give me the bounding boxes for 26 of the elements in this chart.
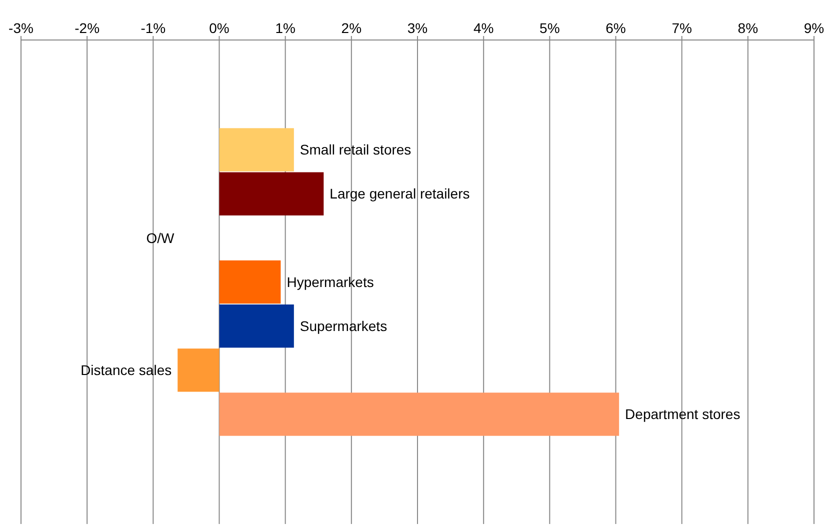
y-tick-label: Department stores [625, 406, 740, 422]
x-tick-label: 1% [275, 20, 296, 36]
x-tick-label: 8% [738, 20, 758, 36]
y-tick-label: Small retail stores [300, 142, 412, 158]
bar [219, 260, 281, 304]
bar [219, 304, 294, 348]
bar [178, 348, 220, 392]
x-tick-label: 9% [804, 20, 824, 36]
x-tick-label: 5% [540, 20, 560, 36]
bar [219, 392, 620, 436]
x-tick-label: 0% [209, 20, 230, 36]
x-tick-label: -1% [140, 20, 166, 36]
x-tick-label: 7% [672, 20, 692, 36]
x-tick-label: -3% [8, 20, 34, 36]
bar [219, 128, 294, 172]
y-tick-label: Distance sales [80, 362, 172, 378]
x-tick-label: -2% [74, 20, 100, 36]
bar [219, 172, 324, 216]
y-tick-label: O/W [146, 230, 176, 246]
x-tick-label: 4% [473, 20, 494, 36]
x-tick-label: 3% [407, 20, 428, 36]
x-tick-label: 6% [606, 20, 626, 36]
y-tick-label: Large general retailers [330, 186, 470, 202]
y-tick-label: Hypermarkets [286, 274, 374, 290]
x-tick-label: 2% [341, 20, 362, 36]
y-tick-label: Supermarkets [300, 318, 388, 334]
